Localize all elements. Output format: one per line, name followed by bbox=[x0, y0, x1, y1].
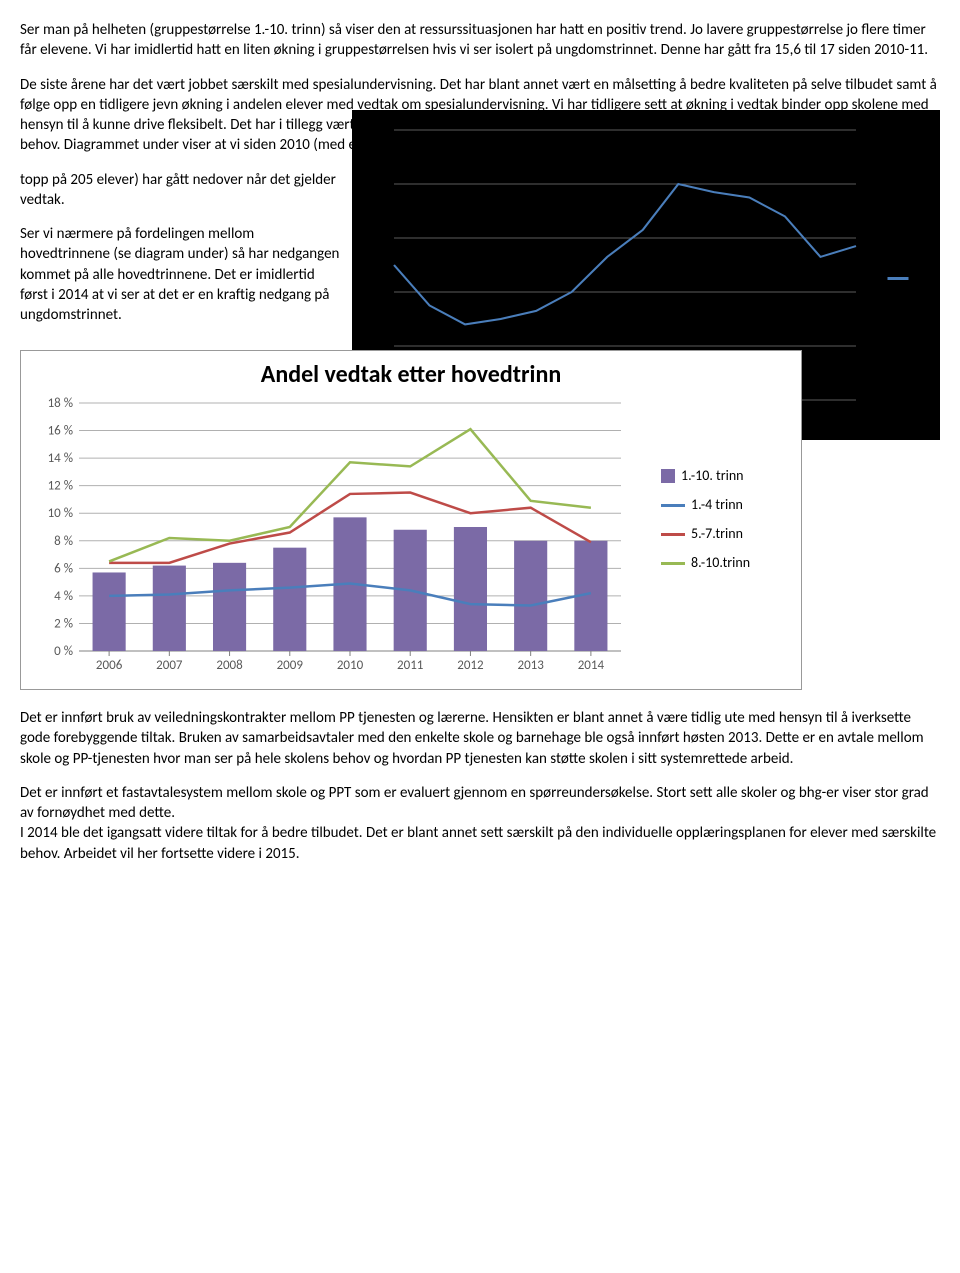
svg-text:2012: 2012 bbox=[457, 658, 484, 673]
svg-text:12 %: 12 % bbox=[48, 479, 73, 494]
legend-label: 1.-10. trinn bbox=[681, 467, 744, 486]
svg-text:16 %: 16 % bbox=[48, 423, 73, 438]
main-chart: Andel vedtak etter hovedtrinn 0 % 2 % 4 % 6… bbox=[20, 350, 802, 691]
legend-item: 8.-10.trinn bbox=[661, 554, 791, 573]
paragraph-5: Det er innført et fastavtalesystem mello… bbox=[20, 783, 940, 824]
chart-title: Andel vedtak etter hovedtrinn bbox=[31, 359, 791, 391]
legend-label: 1.-4 trinn bbox=[691, 496, 743, 515]
svg-text:10 %: 10 % bbox=[48, 506, 73, 521]
svg-text:2009: 2009 bbox=[277, 658, 304, 673]
svg-text:2014: 2014 bbox=[578, 658, 605, 673]
paragraph-3a: topp på 205 elever) har gått nedover når… bbox=[20, 170, 340, 211]
svg-text:2006: 2006 bbox=[96, 658, 123, 673]
chart-legend: 1.-10. trinn 1.-4 trinn 5.-7.trinn 8.-10.tr… bbox=[661, 397, 791, 683]
paragraph-6: I 2014 ble det igangsatt videre tiltak f… bbox=[20, 823, 940, 864]
paragraph-3b: Ser vi nærmere på fordelingen mellom hov… bbox=[20, 224, 340, 325]
chart-plot: 0 % 2 % 4 % 6 % 8 % 10 % 12 % 14 % 16 % 18 % 2006 2… bbox=[31, 397, 661, 683]
legend-item: 1.-4 trinn bbox=[661, 496, 791, 515]
svg-text:18 %: 18 % bbox=[48, 397, 73, 411]
svg-text:2008: 2008 bbox=[216, 658, 243, 673]
legend-label: 5.-7.trinn bbox=[691, 525, 743, 544]
legend-item: 1.-10. trinn bbox=[661, 467, 791, 486]
svg-text:2 %: 2 % bbox=[54, 616, 73, 631]
legend-swatch bbox=[661, 504, 685, 507]
svg-text:0 %: 0 % bbox=[54, 644, 73, 659]
paragraph-1: Ser man på helheten (gruppestørrelse 1.-… bbox=[20, 20, 940, 61]
svg-text:8 %: 8 % bbox=[54, 534, 73, 549]
legend-swatch bbox=[661, 469, 675, 483]
svg-text:6 %: 6 % bbox=[54, 561, 73, 576]
legend-swatch bbox=[661, 562, 685, 565]
svg-text:2011: 2011 bbox=[397, 658, 423, 673]
legend-swatch bbox=[661, 533, 685, 536]
svg-text:2007: 2007 bbox=[156, 658, 183, 673]
svg-text:14 %: 14 % bbox=[48, 451, 73, 466]
text-column: topp på 205 elever) har gått nedover når… bbox=[20, 170, 340, 340]
legend-label: 8.-10.trinn bbox=[691, 554, 750, 573]
svg-text:2010: 2010 bbox=[337, 658, 364, 673]
legend-item: 5.-7.trinn bbox=[661, 525, 791, 544]
svg-text:4 %: 4 % bbox=[54, 589, 73, 604]
svg-text:2013: 2013 bbox=[517, 658, 544, 673]
paragraph-4: Det er innført bruk av veiledningskontra… bbox=[20, 708, 940, 769]
